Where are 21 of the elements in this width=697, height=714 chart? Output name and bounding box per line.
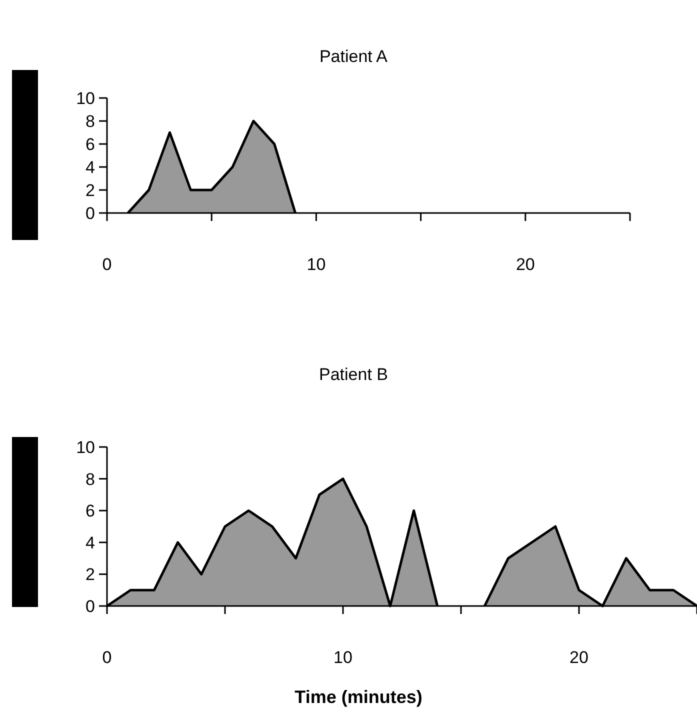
x-tick-label: 20 [570, 648, 588, 667]
chart-title: Patient A [319, 47, 388, 66]
y-tick-label: 6 [86, 502, 95, 521]
y-tick-label: 2 [86, 180, 95, 200]
y-tick-label: 2 [86, 565, 95, 584]
x-tick-label: 0 [102, 255, 112, 274]
x-axis-title: Time (minutes) [294, 687, 422, 707]
y-tick-label: 10 [76, 438, 95, 457]
y-tick-label: 8 [86, 470, 95, 489]
x-tick-label: 10 [306, 255, 326, 274]
y-tick-label: 6 [86, 134, 95, 154]
y-tick-label: 8 [86, 112, 95, 131]
y-tick-label: 4 [86, 158, 95, 177]
y-tick-label: 0 [86, 596, 95, 616]
x-tick-label: 20 [516, 255, 535, 274]
x-tick-label: 10 [334, 648, 352, 667]
chart-title: Patient B [319, 365, 388, 384]
x-tick-label: 0 [102, 648, 112, 667]
y-tick-label: 0 [86, 204, 95, 223]
y-tick-label: 4 [86, 533, 95, 552]
y-tick-label: 10 [76, 88, 95, 108]
